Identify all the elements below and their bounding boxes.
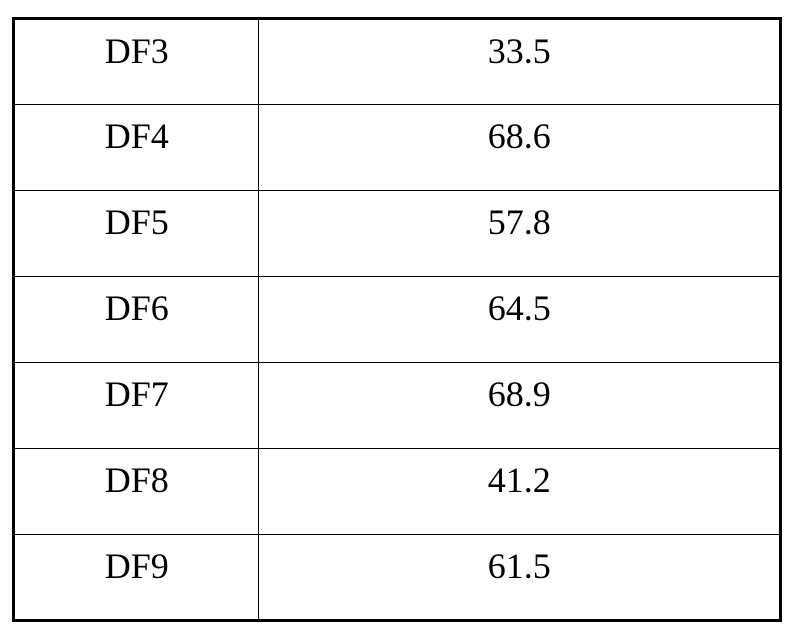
cell-value: 57.8 xyxy=(259,190,781,276)
cell-label: DF9 xyxy=(14,534,259,620)
table-row: DF5 57.8 xyxy=(14,190,781,276)
table-row: DF7 68.9 xyxy=(14,362,781,448)
table-row: DF9 61.5 xyxy=(14,534,781,620)
cell-value: 68.9 xyxy=(259,362,781,448)
data-table: DF3 33.5 DF4 68.6 DF5 57.8 DF6 64.5 DF7 … xyxy=(12,17,782,622)
data-table-container: DF3 33.5 DF4 68.6 DF5 57.8 DF6 64.5 DF7 … xyxy=(12,17,782,622)
cell-label: DF8 xyxy=(14,448,259,534)
cell-label: DF4 xyxy=(14,104,259,190)
table-body: DF3 33.5 DF4 68.6 DF5 57.8 DF6 64.5 DF7 … xyxy=(14,18,781,620)
cell-value: 64.5 xyxy=(259,276,781,362)
table-row: DF8 41.2 xyxy=(14,448,781,534)
cell-value: 41.2 xyxy=(259,448,781,534)
cell-label: DF5 xyxy=(14,190,259,276)
table-row: DF6 64.5 xyxy=(14,276,781,362)
table-row: DF4 68.6 xyxy=(14,104,781,190)
cell-value: 61.5 xyxy=(259,534,781,620)
table-row: DF3 33.5 xyxy=(14,18,781,104)
cell-label: DF7 xyxy=(14,362,259,448)
cell-label: DF6 xyxy=(14,276,259,362)
cell-value: 68.6 xyxy=(259,104,781,190)
cell-label: DF3 xyxy=(14,18,259,104)
cell-value: 33.5 xyxy=(259,18,781,104)
